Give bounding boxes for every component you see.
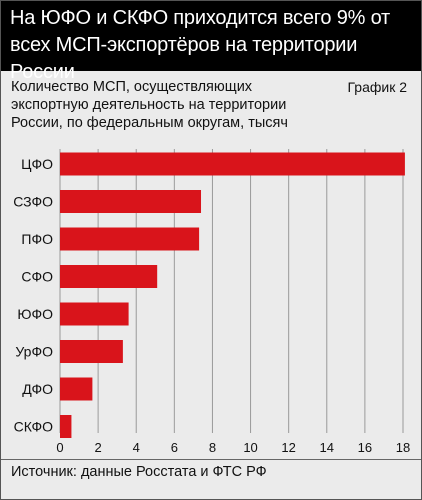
bar [60, 340, 123, 363]
x-tick-label: 12 [281, 440, 295, 455]
bar-chart: ЦФО СЗФО ПФО СФО ЮФО УрФО ДФО СКФО 0 2 4 6 8 10 12 14 1… [13, 149, 410, 455]
bar [60, 190, 202, 213]
x-tick-label: 2 [94, 440, 101, 455]
chart-number: График 2 [347, 79, 407, 95]
bar [60, 152, 405, 176]
x-tick-label: 0 [56, 440, 63, 455]
category-label: УрФО [15, 344, 53, 360]
category-label: ПФО [21, 231, 53, 247]
category-label: ЮФО [17, 306, 53, 322]
bar [60, 302, 129, 326]
x-tick-label: 18 [396, 440, 410, 455]
bar [60, 377, 93, 401]
source-note: Источник: данные Росстата и ФТС РФ [11, 464, 267, 480]
category-label: ЦФО [21, 156, 53, 172]
x-tick-label: 16 [358, 440, 372, 455]
grid-lines [59, 149, 404, 433]
category-label: СЗФО [13, 194, 53, 210]
bars [60, 152, 405, 438]
category-label: ДФО [22, 381, 53, 397]
footer-divider [1, 459, 421, 460]
x-tick-label: 10 [243, 440, 257, 455]
headline: На ЮФО и СКФО приходится всего 9% от все… [10, 7, 391, 83]
x-tick-label: 14 [320, 440, 334, 455]
x-tick-label: 8 [209, 440, 216, 455]
category-label: СФО [21, 269, 53, 285]
x-tick-label: 4 [133, 440, 140, 455]
x-tick-label: 6 [171, 440, 178, 455]
bar [60, 415, 72, 438]
bar [60, 265, 158, 288]
category-labels: ЦФО СЗФО ПФО СФО ЮФО УрФО ДФО СКФО [13, 156, 53, 435]
category-label: СКФО [14, 419, 53, 435]
bar [60, 227, 200, 251]
chart-title: Количество МСП, осуществляющих экспортну… [11, 79, 288, 131]
header-banner: На ЮФО и СКФО приходится всего 9% от все… [1, 1, 421, 83]
x-tick-labels: 0 2 4 6 8 10 12 14 16 18 [56, 440, 410, 455]
